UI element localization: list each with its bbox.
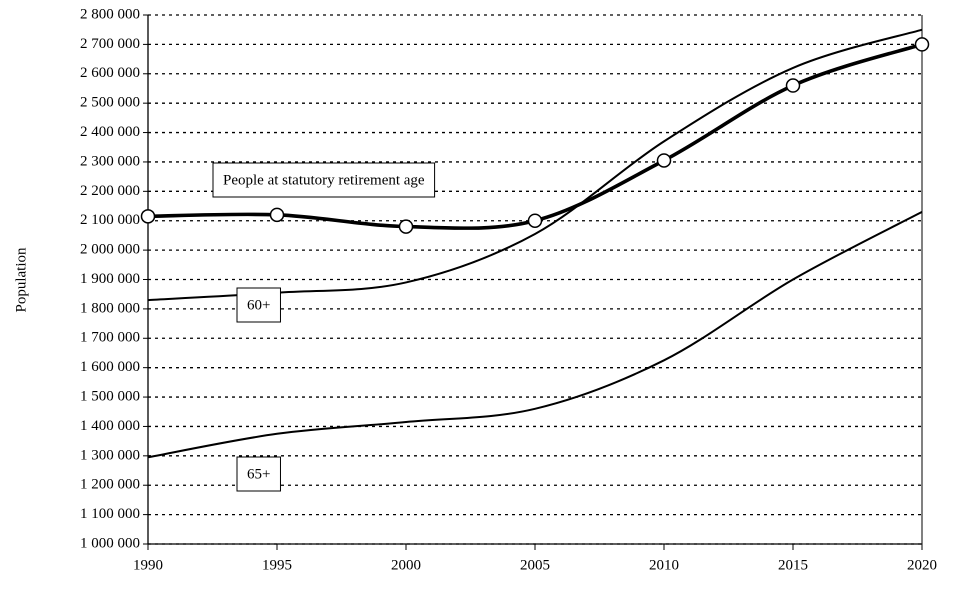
series-label-box [236,287,281,323]
series-label-box [236,456,281,492]
series-label-box [212,162,436,198]
y-tick-label: 1 000 000 [80,535,140,551]
marker [527,213,543,228]
x-tick-label: 2010 [649,557,679,573]
y-tick-label: 1 800 000 [80,300,140,316]
x-tick-label: 2000 [391,557,421,573]
y-tick-label: 2 500 000 [80,95,140,111]
y-tick-label: 1 100 000 [80,506,140,522]
y-tick-label: 2 000 000 [80,242,140,258]
x-tick-label: 2020 [907,557,937,573]
series-label: 65+ [247,466,270,482]
marker [140,209,156,224]
series-label: 60+ [247,297,270,313]
y-tick-label: 1 400 000 [80,418,140,434]
series-label: People at statutory retirement age [223,172,425,188]
x-tick-label: 1990 [133,557,163,573]
y-tick-label: 2 400 000 [80,124,140,140]
x-tick-label: 2005 [520,557,550,573]
y-tick-label: 1 500 000 [80,388,140,404]
y-tick-label: 1 200 000 [80,477,140,493]
series-line [147,211,923,459]
marker [914,37,930,52]
y-tick-label: 1 600 000 [80,359,140,375]
marker [656,153,672,168]
marker [269,207,285,223]
y-tick-label: 1 900 000 [80,271,140,287]
series-line [147,42,923,230]
marker [785,78,801,93]
y-tick-label: 2 200 000 [80,183,140,199]
x-tick-label: 2015 [778,557,808,573]
y-tick-label: 2 300 000 [80,153,140,169]
y-tick-label: 2 600 000 [80,65,140,81]
marker [398,219,414,234]
y-tick-label: 1 300 000 [80,447,140,463]
y-tick-label: 2 100 000 [80,212,140,228]
x-tick-label: 1995 [262,557,292,573]
y-axis-label: Population [13,247,29,313]
y-tick-label: 2 800 000 [80,6,140,22]
y-tick-label: 1 700 000 [80,330,140,346]
y-tick-label: 2 700 000 [80,36,140,52]
